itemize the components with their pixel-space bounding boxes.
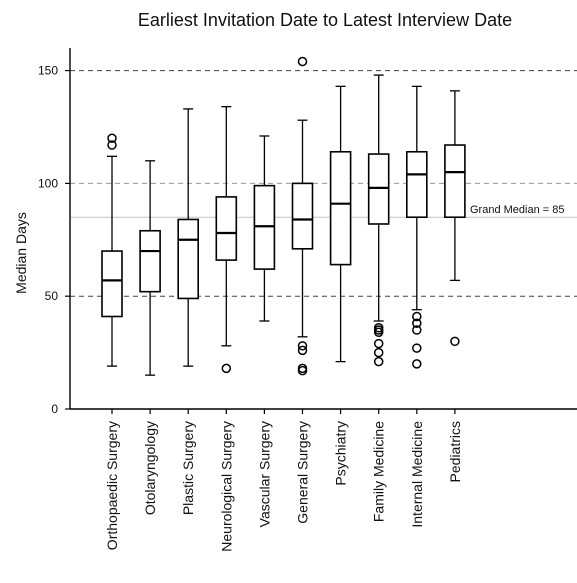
outlier-point <box>107 133 117 143</box>
box-iqr <box>139 229 161 293</box>
box-6 <box>291 56 314 376</box>
y-tick-label-150: 150 <box>38 64 58 78</box>
box-7 <box>329 85 352 363</box>
outlier-point <box>221 363 232 374</box>
box-iqr <box>367 153 390 225</box>
axes: 0 50 100 150 <box>38 48 577 416</box>
category-label: Otolaryngology <box>142 421 158 515</box>
box-iqr <box>291 182 314 250</box>
grid-lines <box>70 70 577 297</box>
outlier-point <box>373 323 384 333</box>
category-label: General Surgery <box>295 421 311 524</box>
y-axis-label: Median Days <box>13 212 29 294</box>
box-iqr <box>101 250 123 318</box>
boxes <box>101 56 466 376</box>
outlier-point <box>373 356 384 367</box>
box-iqr <box>405 150 428 219</box>
box-iqr <box>329 150 352 266</box>
category-label: Family Medicine <box>371 421 387 522</box>
outlier-point <box>412 311 422 322</box>
box-4 <box>215 106 238 374</box>
outlier-point <box>373 338 384 349</box>
box-9 <box>405 85 428 369</box>
box-5 <box>253 135 276 322</box>
grand-median-line: Grand Median = 85 <box>70 204 577 218</box>
outlier-point <box>107 140 117 150</box>
category-label: Internal Medicine <box>409 421 425 528</box>
box-iqr <box>253 184 276 270</box>
outlier-point <box>412 343 422 353</box>
box-10 <box>444 90 466 347</box>
category-label: Psychiatry <box>333 421 349 486</box>
category-label: Neurological Surgery <box>218 421 234 552</box>
y-tick-label-50: 50 <box>45 289 59 303</box>
category-labels: Orthopaedic Surgery Otolaryngology Plastic… <box>104 421 463 552</box>
y-tick-label-0: 0 <box>51 402 58 416</box>
outlier-point <box>412 325 422 335</box>
outlier-point <box>412 318 422 329</box>
box-iqr <box>177 218 199 300</box>
chart-title: Earliest Invitation Date to Latest Inter… <box>138 10 512 30</box>
box-iqr <box>215 196 238 261</box>
outlier-point <box>450 336 460 347</box>
category-label: Plastic Surgery <box>180 421 196 515</box>
outlier-point <box>373 347 384 358</box>
category-label: Pediatrics <box>447 421 463 482</box>
box-1 <box>101 133 123 367</box>
category-label: Orthopaedic Surgery <box>104 421 120 550</box>
outlier-point <box>297 341 308 351</box>
outlier-point <box>412 359 422 369</box>
outlier-point <box>297 56 308 67</box>
outlier-point <box>297 363 308 374</box>
box-iqr <box>444 144 466 219</box>
outlier-point <box>297 345 308 356</box>
box-8 <box>367 74 390 367</box>
box-3 <box>177 108 199 367</box>
y-tick-label-100: 100 <box>38 176 58 190</box>
grand-median-label: Grand Median = 85 <box>470 204 564 216</box>
box-2 <box>139 160 161 376</box>
category-label: Vascular Surgery <box>256 421 272 527</box>
